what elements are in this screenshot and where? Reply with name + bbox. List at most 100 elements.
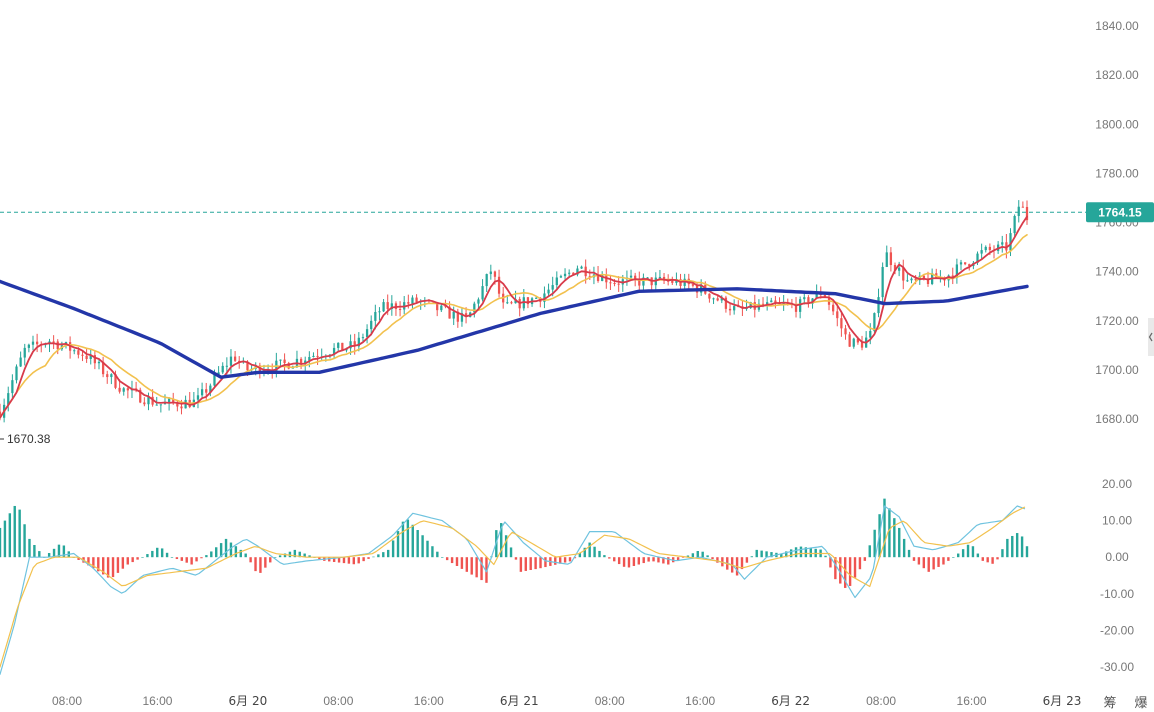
price-tick-label: 1740.00: [1095, 265, 1139, 279]
candle: [101, 356, 105, 378]
macd-bar: [632, 557, 636, 566]
candle: [196, 387, 200, 409]
candle: [902, 259, 905, 290]
candle: [980, 243, 983, 260]
macd-bar: [981, 557, 984, 561]
macd-bar: [77, 557, 80, 560]
candle: [143, 397, 146, 407]
macd-bar: [224, 538, 228, 558]
macd-bar: [210, 551, 213, 558]
macd-bar: [293, 549, 297, 558]
macd-bar: [264, 557, 267, 568]
candle: [629, 269, 633, 280]
macd-bar: [431, 546, 434, 558]
macd-dif-line: [0, 505, 1026, 675]
candle: [312, 352, 315, 358]
macd-bar: [716, 557, 719, 563]
macd-bar: [588, 542, 591, 558]
macd-bar: [254, 557, 257, 572]
candle: [126, 387, 129, 399]
macd-bar: [514, 557, 518, 560]
blast-toggle-button[interactable]: 爆: [1134, 696, 1147, 711]
candle: [283, 353, 286, 371]
macd-bar: [829, 557, 832, 568]
candle: [403, 296, 406, 315]
macd-bar: [986, 557, 989, 563]
macd-bar: [436, 551, 439, 558]
macd-bar: [794, 547, 798, 558]
time-tick-label: 08:00: [595, 694, 625, 708]
candle: [963, 262, 967, 266]
macd-bar: [681, 557, 685, 558]
candle: [848, 331, 851, 347]
macd-bar: [151, 550, 154, 558]
macd-bar: [524, 557, 527, 571]
candle: [200, 382, 204, 399]
candle: [617, 276, 620, 292]
macd-bar: [180, 557, 184, 561]
time-tick-label: 08:00: [866, 694, 896, 708]
macd-bar: [824, 555, 827, 558]
candle: [398, 301, 402, 317]
time-tick-label: 08:00: [323, 694, 353, 708]
macd-bar: [283, 553, 287, 558]
macd-bar: [244, 553, 247, 558]
macd-bar: [116, 557, 120, 573]
price-axis[interactable]: 1840.001820.001800.001780.001760.001740.…: [1095, 19, 1139, 674]
macd-bar: [917, 557, 921, 565]
macd-bar: [165, 552, 169, 558]
macd-bar: [426, 540, 429, 558]
macd-bar: [578, 553, 582, 558]
candle: [27, 343, 31, 353]
macd-bar: [622, 557, 626, 567]
candle: [159, 404, 162, 413]
low-marker: 1670.38: [0, 432, 51, 446]
candle: [374, 304, 377, 330]
time-axis[interactable]: 08:00 16:00 6月 20 08:00 16:00 6月 21 08:00 16:00…: [52, 694, 1081, 708]
macd-bar: [87, 557, 90, 566]
candle: [609, 274, 612, 291]
scroll-handle[interactable]: [1148, 318, 1154, 356]
macd-bar: [1025, 546, 1029, 558]
ma-long-line: [0, 279, 1029, 379]
macd-bar: [396, 531, 400, 558]
candle: [518, 296, 521, 317]
macd-bar: [991, 557, 994, 564]
chips-toggle-button[interactable]: 筹: [1103, 695, 1116, 711]
macd-bar: [563, 557, 567, 563]
macd-bar: [888, 508, 891, 558]
candle: [638, 271, 641, 292]
macd-bar: [711, 557, 714, 560]
macd-bar: [249, 557, 252, 563]
candle: [860, 335, 864, 351]
macd-bar: [357, 557, 360, 564]
time-tick-label: 08:00: [52, 694, 82, 708]
macd-bar: [28, 538, 31, 558]
macd-bar: [662, 557, 665, 564]
macd-bar: [337, 557, 341, 563]
macd-bar: [38, 551, 41, 558]
candle: [56, 339, 59, 355]
macd-bar: [539, 557, 542, 569]
macd-bar: [332, 557, 336, 562]
macd-bar: [298, 551, 301, 558]
candle: [81, 350, 84, 362]
time-tick-label: 6月 21: [500, 694, 539, 708]
candle: [1025, 200, 1029, 225]
macd-bar: [961, 549, 965, 558]
candle: [931, 268, 934, 286]
macd-bar: [92, 557, 95, 569]
macd-bar: [652, 557, 655, 562]
macd-bar: [568, 557, 572, 562]
candle: [332, 343, 336, 359]
candle: [865, 331, 868, 348]
candle: [89, 349, 92, 365]
macd-bar: [873, 529, 876, 558]
candle: [93, 350, 96, 370]
candle: [139, 387, 142, 404]
macd-bar: [770, 552, 773, 558]
macd-bar: [131, 557, 134, 563]
candle: [35, 333, 39, 353]
